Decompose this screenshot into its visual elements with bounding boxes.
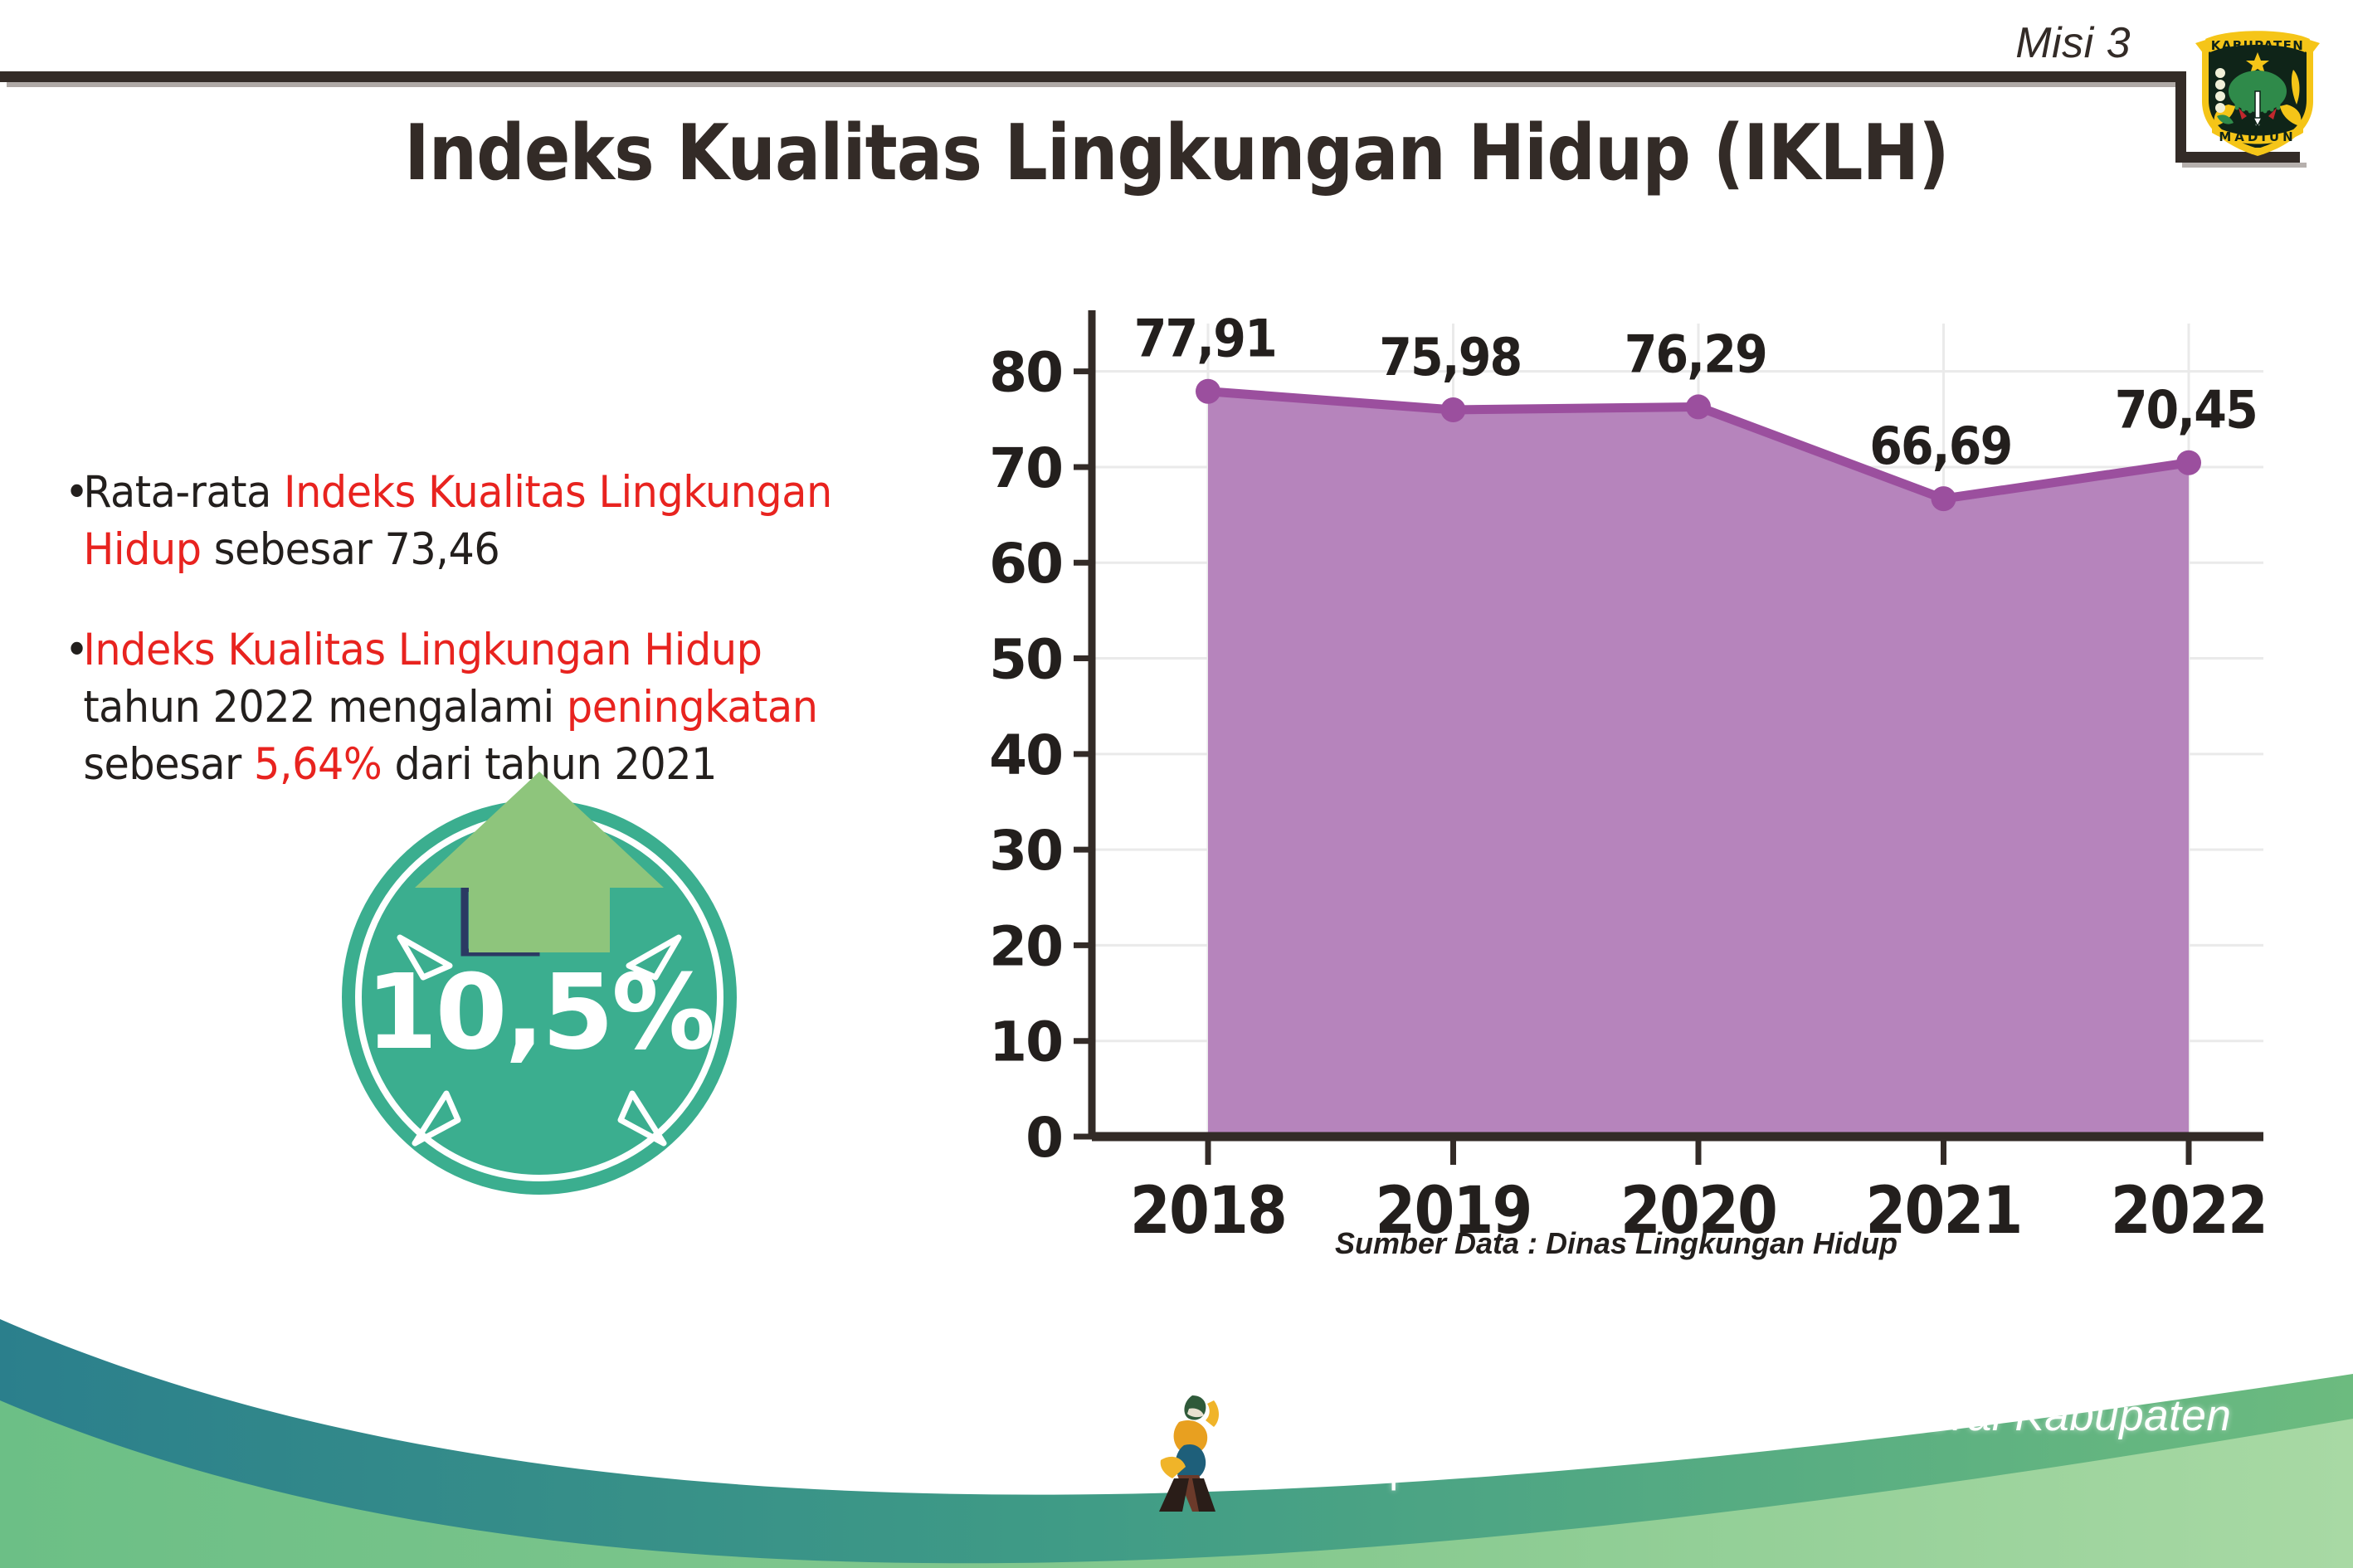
data-point-marker (2176, 450, 2201, 475)
data-point-marker (1196, 378, 1220, 404)
badge-value: 10,5% (365, 952, 716, 1073)
highlighted-phrase: peningkatan (566, 681, 818, 733)
y-axis-label: 50 (989, 628, 1062, 692)
header-corner-vertical (2175, 71, 2186, 163)
x-axis-label: 2022 (2111, 1174, 2263, 1236)
area-fill (1208, 391, 2189, 1137)
mission-label: Misi 3 (2015, 19, 2131, 67)
list-item: • Indeks Kualitas Lingkungan Hidup tahun… (65, 622, 890, 794)
data-point-marker (1931, 486, 1956, 512)
y-axis-label: 70 (989, 436, 1062, 500)
data-label: 76,29 (1625, 325, 1766, 385)
footer-banner: Media Infografis Data Statistik Sektoral… (0, 1294, 2353, 1568)
x-axis-label: 2018 (1130, 1174, 1286, 1236)
y-axis-label: 10 (989, 1010, 1062, 1074)
data-label: 70,45 (2115, 382, 2257, 441)
bullet-text-2: Indeks Kualitas Lingkungan Hidup tahun 2… (65, 622, 890, 794)
y-axis-label: 20 (989, 914, 1062, 978)
plain-phrase: dari tahun 2021 (382, 738, 718, 790)
highlighted-phrase: 5,64% (254, 738, 382, 790)
data-point-marker (1686, 394, 1711, 420)
y-axis-label: 0 (1025, 1106, 1062, 1170)
header-corner-shadow (2182, 163, 2307, 168)
y-axis-label: 60 (989, 532, 1062, 596)
svg-text:KABUPATEN: KABUPATEN (2211, 38, 2305, 53)
list-item: • Rata-rata Indeks Kualitas Lingkungan H… (65, 465, 890, 579)
header-rule (0, 71, 2175, 82)
x-axis-label: 2020 (1620, 1174, 1776, 1236)
highlighted-phrase: Indeks Kualitas Lingkungan Hidup (83, 467, 832, 575)
up-arrow-icon (415, 772, 664, 957)
svg-text:MADIUN: MADIUN (2219, 129, 2296, 144)
header-rule-shadow (7, 82, 2182, 87)
bullet-marker: • (65, 467, 89, 518)
increase-badge: 10,5% (324, 763, 755, 1203)
y-axis-label: 30 (989, 819, 1062, 883)
y-axis-label: 40 (989, 723, 1062, 787)
plain-phrase: sebesar (83, 738, 255, 790)
iklh-area-chart: 77,91 75,98 76,29 66,69 70,45 0 10 20 30 40 50 60 70… (969, 290, 2268, 1249)
kabupaten-madiun-crest-icon: KABUPATEN MADIUN (2187, 15, 2328, 160)
plain-phrase: Rata-rata (83, 467, 285, 518)
mascot-icon (1141, 1387, 1230, 1512)
x-axis-label: 2019 (1375, 1174, 1531, 1236)
page-title: Indeks Kualitas Lingkungan Hidup (IKLH) (404, 108, 1949, 197)
highlighted-phrase: Indeks Kualitas Lingkungan Hidup (83, 624, 762, 675)
header-corner-horizontal (2175, 152, 2300, 163)
chart-source-caption: Sumber Data : Dinas Lingkungan Hidup (1334, 1226, 1898, 1260)
y-axis-label: 80 (989, 341, 1062, 405)
data-point-marker (1440, 397, 1466, 422)
data-label: 66,69 (1869, 417, 2011, 477)
bullet-text-1: Rata-rata Indeks Kualitas Lingkungan Hid… (65, 465, 890, 579)
data-label: 77,91 (1134, 310, 1276, 370)
plain-phrase: tahun 2022 mengalami (83, 681, 567, 733)
x-axis-label: 2021 (1865, 1174, 2021, 1236)
bullet-list: • Rata-rata Indeks Kualitas Lingkungan H… (65, 465, 952, 793)
plain-phrase: sebesar 73,46 (201, 523, 500, 575)
data-label: 75,98 (1379, 329, 1521, 388)
bullet-marker: • (65, 624, 89, 675)
footer-text: Media Infografis Data Statistik Sektoral… (1228, 1391, 2232, 1491)
